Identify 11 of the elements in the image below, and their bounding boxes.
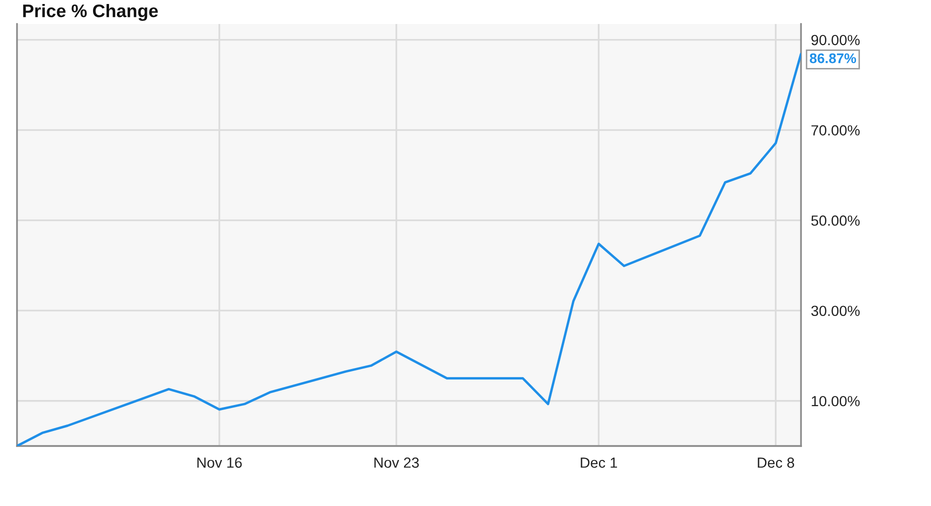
x-tick-label: Dec 8	[758, 457, 794, 468]
y-tick-label: 30.00%	[811, 306, 860, 316]
x-tick-label: Dec 1	[580, 458, 618, 468]
y-tick-label: 50.00%	[811, 215, 860, 226]
y-tick-label: 70.00%	[811, 125, 860, 136]
y-tick-label: 90.00%	[811, 34, 860, 46]
x-tick-label: Nov 16	[197, 457, 242, 468]
data-label: 86.87%	[810, 53, 856, 64]
y-tick-label: 10.00%	[812, 396, 860, 406]
chart-title: Price % Change	[23, 4, 158, 21]
x-tick-label: Nov 23	[374, 457, 419, 468]
